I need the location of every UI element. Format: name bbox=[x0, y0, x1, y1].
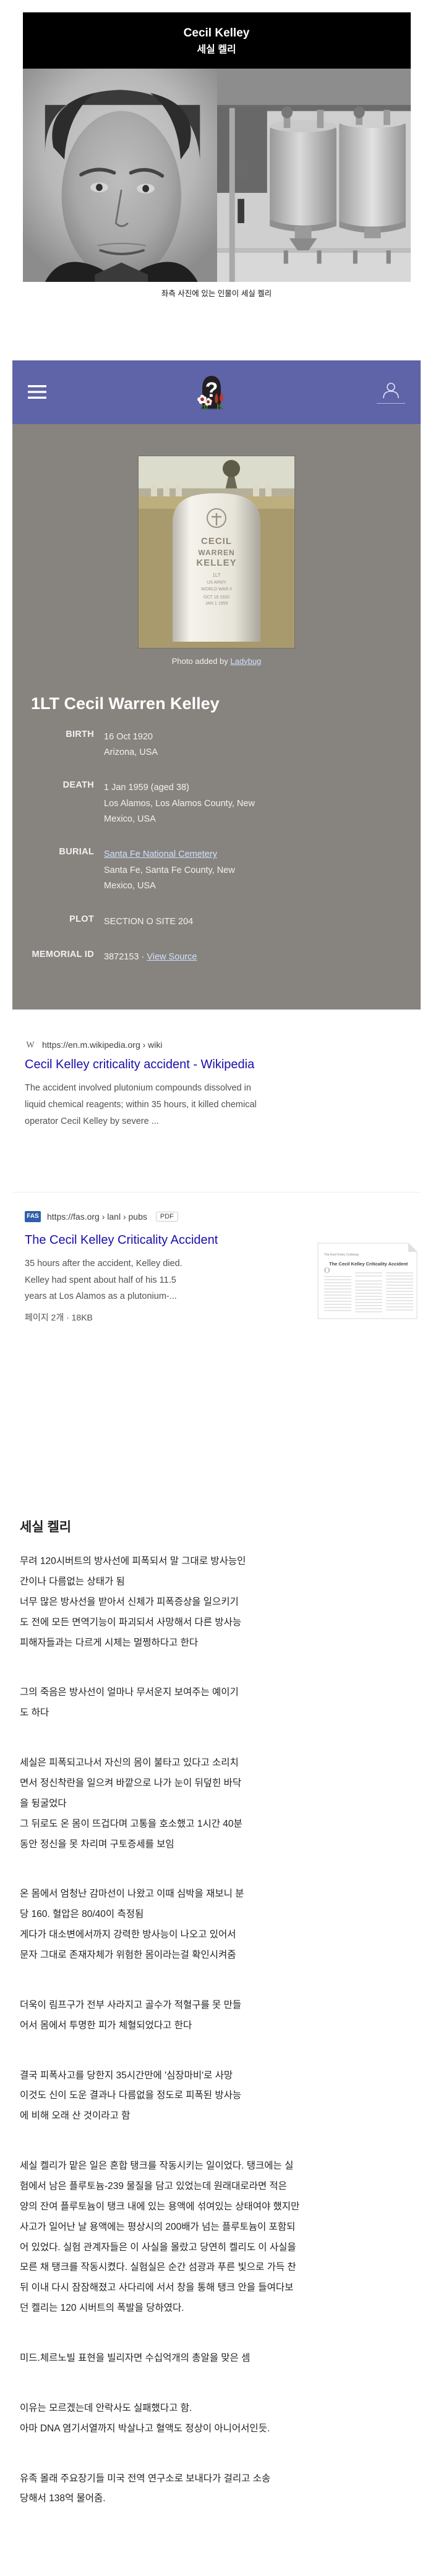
svg-text:WORLD WAR II: WORLD WAR II bbox=[201, 587, 232, 592]
svg-text:The Keel Keley Codeway: The Keel Keley Codeway bbox=[324, 1253, 359, 1257]
svg-text:1LT: 1LT bbox=[212, 572, 220, 578]
svg-text:US ARMY: US ARMY bbox=[207, 580, 226, 585]
svg-text:WARREN: WARREN bbox=[198, 548, 234, 557]
svg-text:JAN 1 1959: JAN 1 1959 bbox=[205, 601, 228, 606]
svg-text:CECIL: CECIL bbox=[201, 536, 232, 546]
svg-text:W: W bbox=[26, 1040, 35, 1050]
svg-text:KELLEY: KELLEY bbox=[196, 558, 236, 568]
svg-text:OCT 16 1920: OCT 16 1920 bbox=[204, 595, 229, 600]
svg-text:O: O bbox=[324, 1265, 330, 1275]
svg-text:The Cecil Kelley Criticality A: The Cecil Kelley Criticality Accident bbox=[329, 1261, 408, 1267]
